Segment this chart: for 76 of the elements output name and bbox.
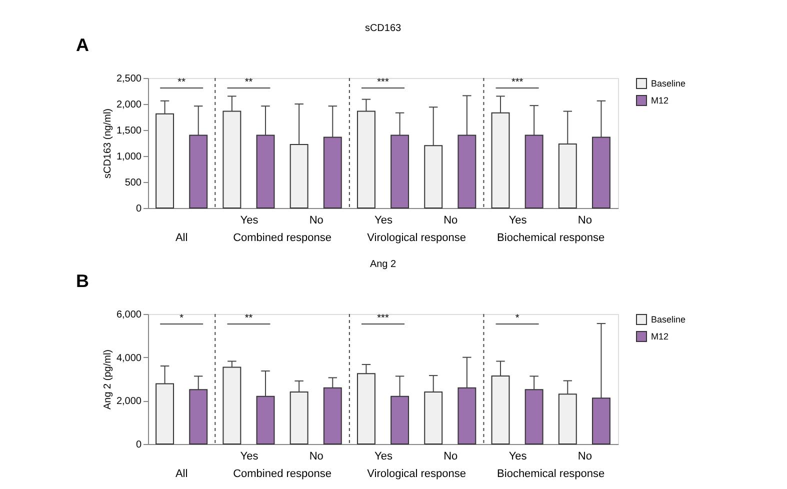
bar bbox=[156, 383, 174, 444]
text: A bbox=[76, 35, 89, 55]
legend-label: Baseline bbox=[651, 314, 686, 324]
bar bbox=[222, 366, 242, 444]
bar bbox=[558, 144, 577, 208]
text: Virological response bbox=[367, 232, 466, 244]
bar bbox=[424, 145, 443, 208]
x-tick-label: No bbox=[578, 450, 592, 462]
bar bbox=[592, 398, 610, 444]
y-tick-label: 0 bbox=[136, 440, 142, 450]
bar bbox=[458, 387, 476, 444]
bar bbox=[424, 392, 443, 444]
x-tick-label: Yes bbox=[374, 214, 393, 226]
x-tick-label: No bbox=[444, 450, 458, 462]
text: Combined response bbox=[233, 468, 332, 480]
x-tick-label: No bbox=[309, 450, 324, 462]
y-axis-title: sCD163 (ng/ml) bbox=[102, 108, 114, 179]
annotation: *** bbox=[377, 313, 389, 324]
bar bbox=[524, 389, 544, 444]
legend-label: Baseline bbox=[651, 78, 686, 88]
x-tick-label: No bbox=[309, 214, 324, 226]
y-tick-label: 4,000 bbox=[116, 352, 142, 364]
text: Combined response bbox=[233, 232, 332, 244]
bar bbox=[356, 110, 376, 208]
bar bbox=[156, 113, 174, 208]
bar bbox=[592, 136, 610, 208]
x-tick-label: Yes bbox=[508, 450, 528, 462]
bar bbox=[189, 134, 208, 208]
y-tick-label: 6,000 bbox=[116, 310, 142, 320]
annotation: ** bbox=[178, 77, 186, 88]
text: Biochemical response bbox=[497, 468, 605, 480]
bar bbox=[390, 134, 410, 208]
x-tick-label: Yes bbox=[508, 214, 528, 226]
annotation: * bbox=[515, 313, 520, 324]
text: Virological response bbox=[367, 468, 466, 480]
bar bbox=[290, 144, 308, 208]
bar bbox=[256, 396, 275, 444]
text: B bbox=[76, 271, 89, 291]
text: Biochemical response bbox=[497, 232, 605, 244]
x-tick-label: No bbox=[444, 214, 458, 226]
bar bbox=[356, 373, 376, 444]
annotation: ** bbox=[244, 313, 253, 324]
annotation: *** bbox=[511, 77, 524, 88]
x-tick-label: Yes bbox=[240, 450, 259, 462]
x-tick-label: Yes bbox=[240, 214, 259, 226]
bar bbox=[189, 389, 208, 444]
legend-label: M12 bbox=[651, 96, 669, 106]
bar bbox=[458, 134, 476, 208]
bar bbox=[558, 394, 577, 444]
y-tick-label: 1,500 bbox=[116, 126, 142, 136]
x-tick-label: Yes bbox=[374, 450, 393, 462]
y-tick-label: 1,000 bbox=[116, 152, 142, 162]
chart-title: Ang 2 bbox=[370, 259, 396, 270]
y-tick-label: 2,000 bbox=[116, 100, 142, 110]
bar bbox=[222, 110, 242, 208]
chart-title: sCD163 bbox=[364, 23, 402, 34]
bar bbox=[323, 136, 342, 208]
annotation: * bbox=[180, 313, 184, 324]
y-tick-label: 0 bbox=[136, 204, 142, 214]
text: All bbox=[175, 232, 188, 244]
bar bbox=[256, 134, 275, 208]
y-axis-title: Ang 2 (pg/ml) bbox=[102, 349, 114, 410]
y-tick-label: 500 bbox=[124, 178, 142, 188]
bar bbox=[524, 134, 544, 208]
bar bbox=[491, 112, 510, 208]
annotation: ** bbox=[244, 77, 253, 88]
bar bbox=[390, 396, 410, 444]
legend-label: M12 bbox=[651, 332, 669, 342]
y-tick-label: 2,000 bbox=[116, 396, 142, 408]
x-tick-label: No bbox=[578, 214, 592, 226]
y-tick-label: 2,500 bbox=[116, 74, 142, 84]
annotation: *** bbox=[377, 77, 389, 88]
text: All bbox=[175, 468, 188, 480]
bar bbox=[290, 392, 308, 444]
bar bbox=[491, 375, 510, 444]
bar bbox=[323, 387, 342, 444]
